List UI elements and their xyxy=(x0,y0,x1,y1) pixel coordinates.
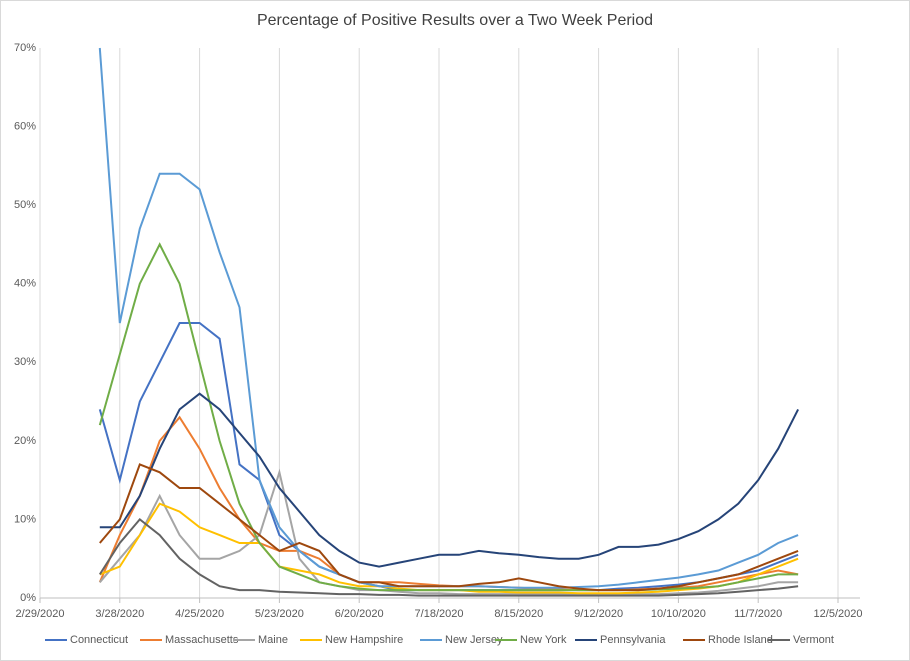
y-tick-label: 0% xyxy=(20,592,36,604)
x-tick-label: 12/5/2020 xyxy=(814,608,863,620)
y-tick-label: 20% xyxy=(14,435,36,447)
x-tick-label: 8/15/2020 xyxy=(494,608,543,620)
legend-label: Massachusetts xyxy=(165,634,239,646)
legend-label: Pennsylvania xyxy=(600,634,666,646)
x-tick-label: 3/28/2020 xyxy=(95,608,144,620)
y-tick-label: 40% xyxy=(14,278,36,290)
legend-label: Vermont xyxy=(793,634,834,646)
y-tick-label: 30% xyxy=(14,356,36,368)
x-tick-label: 5/23/2020 xyxy=(255,608,304,620)
y-tick-label: 50% xyxy=(14,199,36,211)
series-line xyxy=(99,468,799,596)
series-line xyxy=(98,242,799,592)
y-tick-label: 10% xyxy=(14,513,36,525)
legend-label: New Hampshire xyxy=(325,634,403,646)
series-line xyxy=(98,518,799,597)
x-tick-label: 2/29/2020 xyxy=(16,608,65,620)
legend-label: New Jersey xyxy=(445,634,503,646)
legend-label: Rhode Island xyxy=(708,634,773,646)
x-tick-label: 4/25/2020 xyxy=(175,608,224,620)
x-tick-label: 10/10/2020 xyxy=(651,608,706,620)
legend-label: Maine xyxy=(258,634,288,646)
legend-label: Connecticut xyxy=(70,634,128,646)
x-tick-label: 9/12/2020 xyxy=(574,608,623,620)
series-line xyxy=(99,392,799,568)
series-line xyxy=(99,463,799,592)
x-tick-label: 6/20/2020 xyxy=(335,608,384,620)
chart-title: Percentage of Positive Results over a Tw… xyxy=(257,12,653,29)
x-tick-label: 11/7/2020 xyxy=(734,608,782,620)
y-tick-label: 60% xyxy=(14,120,36,132)
y-tick-label: 70% xyxy=(14,42,36,54)
legend-label: New York xyxy=(520,634,567,646)
x-tick-label: 7/18/2020 xyxy=(415,608,464,620)
